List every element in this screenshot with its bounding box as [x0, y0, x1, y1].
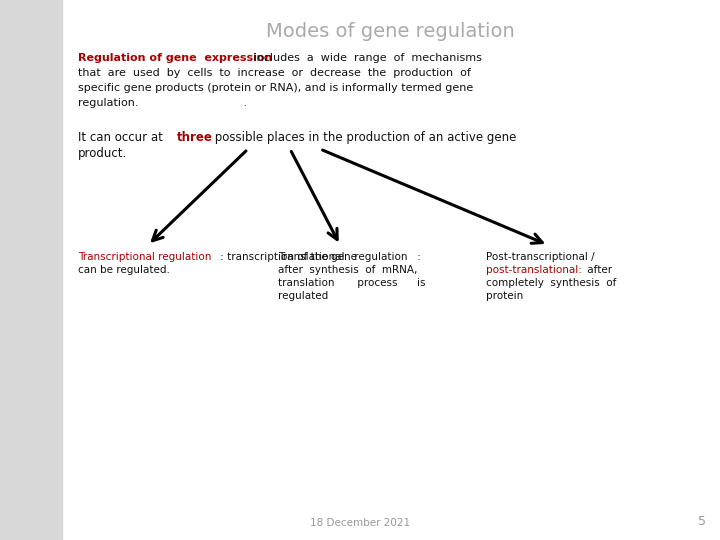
Text: specific gene products (protein or RNA), and is informally termed gene: specific gene products (protein or RNA),… [78, 83, 473, 93]
Text: It can occur at: It can occur at [78, 131, 166, 144]
Text: three: three [177, 131, 213, 144]
Text: regulated: regulated [278, 291, 328, 301]
Text: completely  synthesis  of: completely synthesis of [486, 278, 616, 288]
Text: Transcriptional regulation: Transcriptional regulation [78, 252, 212, 262]
Text: 18 December 2021: 18 December 2021 [310, 518, 410, 528]
Text: Post-transcriptional /: Post-transcriptional / [486, 252, 595, 262]
Bar [0, 0, 62, 540]
Text: Regulation of gene  expression: Regulation of gene expression [78, 53, 272, 63]
Text: Translational   regulation   :: Translational regulation : [278, 252, 421, 262]
Text: protein: protein [486, 291, 523, 301]
Text: possible places in the production of an active gene: possible places in the production of an … [211, 131, 516, 144]
Text: after: after [584, 265, 612, 275]
Text: translation       process      is: translation process is [278, 278, 426, 288]
Text: that  are  used  by  cells  to  increase  or  decrease  the  production  of: that are used by cells to increase or de… [78, 68, 471, 78]
Text: 5: 5 [698, 515, 706, 528]
Text: : transcription of the gene: : transcription of the gene [217, 252, 357, 262]
Text: after  synthesis  of  mRNA,: after synthesis of mRNA, [278, 265, 418, 275]
Text: Modes of gene regulation: Modes of gene regulation [266, 22, 514, 41]
Text: can be regulated.: can be regulated. [78, 265, 170, 275]
Text: product.: product. [78, 147, 127, 160]
Text: post-translational:: post-translational: [486, 265, 582, 275]
Text: regulation.                              .: regulation. . [78, 98, 247, 108]
Text: includes  a  wide  range  of  mechanisms: includes a wide range of mechanisms [250, 53, 482, 63]
